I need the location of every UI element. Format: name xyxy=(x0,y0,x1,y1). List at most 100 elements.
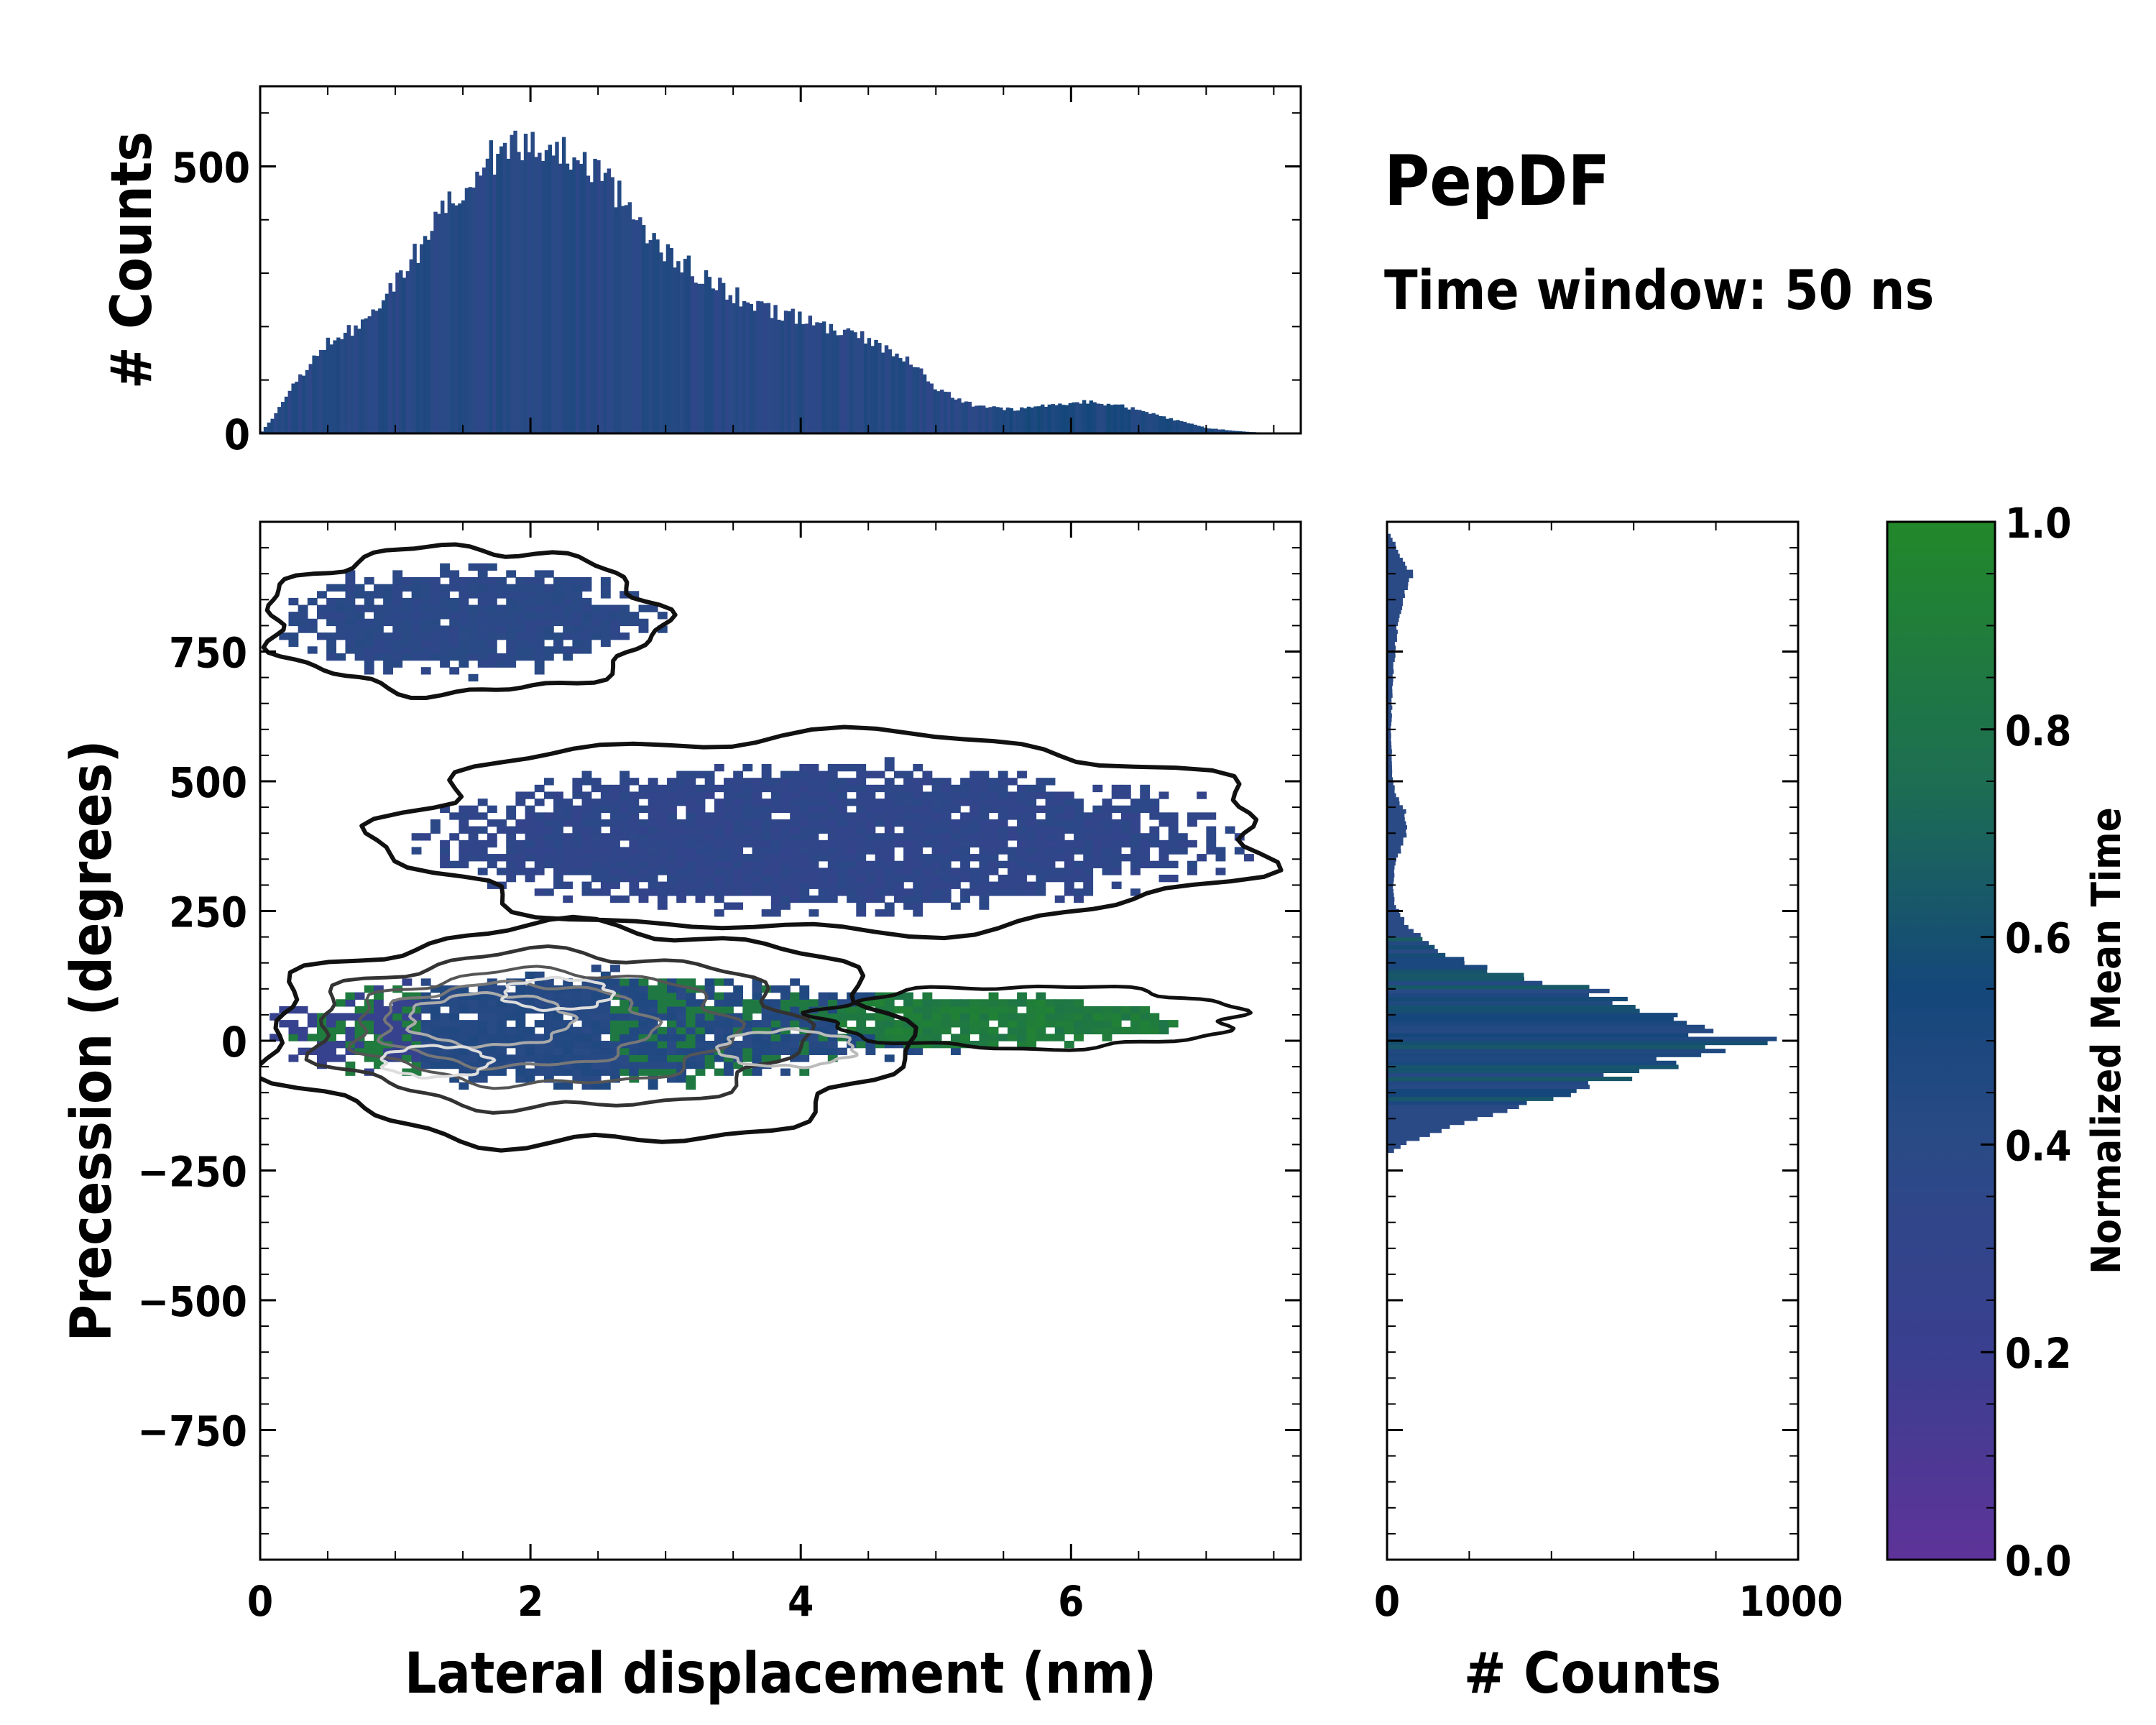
heatmap-cell xyxy=(1140,840,1151,848)
top-histogram-bar xyxy=(468,187,473,433)
heatmap-cell xyxy=(960,833,970,841)
top-histogram-bar xyxy=(409,259,413,433)
heatmap-cell xyxy=(1074,868,1084,875)
contour-lines xyxy=(260,542,1284,1153)
heatmap-cell xyxy=(733,791,744,799)
heatmap-cell xyxy=(591,625,602,633)
heatmap-cell xyxy=(534,1041,545,1049)
heatmap-cell xyxy=(440,860,450,869)
heatmap-cell xyxy=(373,632,384,640)
heatmap-cell xyxy=(1017,992,1027,1000)
heatmap-cell xyxy=(724,1026,734,1035)
top-histogram-bar xyxy=(662,261,667,433)
heatmap-cell xyxy=(676,888,687,896)
heatmap-cell xyxy=(600,1068,611,1076)
heatmap-cell xyxy=(563,1054,573,1062)
heatmap-cell xyxy=(430,612,441,620)
heatmap-cell xyxy=(553,847,563,855)
heatmap-cell xyxy=(1140,805,1151,814)
heatmap-cell xyxy=(1168,860,1179,869)
heatmap-cell xyxy=(695,812,706,820)
heatmap-cell xyxy=(629,1026,640,1035)
heatmap-cell xyxy=(856,763,867,772)
heatmap-cell xyxy=(790,840,801,848)
heatmap-cell xyxy=(392,577,403,585)
heatmap-cell xyxy=(950,1047,961,1055)
heatmap-cell xyxy=(988,1026,999,1035)
heatmap-cell xyxy=(761,784,772,793)
right-histogram-bar xyxy=(1387,1132,1430,1137)
heatmap-cell xyxy=(979,1041,990,1049)
heatmap-cell xyxy=(402,625,413,633)
heatmap-cell xyxy=(364,632,374,640)
heatmap-cell xyxy=(1026,847,1037,855)
right-histogram-bar xyxy=(1387,538,1393,543)
heatmap-cell xyxy=(383,653,393,661)
heatmap-cell xyxy=(913,868,923,875)
heatmap-cell xyxy=(610,840,620,848)
heatmap-cell xyxy=(459,618,469,627)
heatmap-cell xyxy=(1007,1026,1018,1035)
heatmap-cell xyxy=(610,1026,620,1035)
heatmap-cell xyxy=(922,833,933,841)
heatmap-cell xyxy=(667,888,677,896)
heatmap-cell xyxy=(913,1034,923,1041)
heatmap-cell xyxy=(770,902,781,910)
heatmap-cell xyxy=(487,1068,497,1076)
heatmap-cell xyxy=(686,860,696,869)
heatmap-cell xyxy=(799,826,810,834)
heatmap-cell xyxy=(610,1041,620,1049)
heatmap-cell xyxy=(553,826,563,834)
heatmap-cell xyxy=(581,618,592,627)
heatmap-cell xyxy=(837,805,847,814)
heatmap-cell xyxy=(411,999,422,1007)
heatmap-cell xyxy=(903,805,913,814)
heatmap-cell xyxy=(1083,868,1094,875)
heatmap-cell xyxy=(1168,812,1179,820)
top-histogram-bar xyxy=(530,132,535,433)
top-histogram-bar xyxy=(350,336,354,433)
heatmap-cell xyxy=(704,784,715,793)
heatmap-cell xyxy=(742,860,753,869)
heatmap-cell xyxy=(487,805,497,814)
heatmap-cell xyxy=(619,874,630,883)
heatmap-cell xyxy=(988,860,999,869)
heatmap-cell xyxy=(827,1026,838,1035)
top-histogram-bar xyxy=(420,244,424,433)
heatmap-cell xyxy=(563,604,573,612)
top-histogram-bar xyxy=(1238,431,1243,433)
heatmap-cell xyxy=(553,874,563,883)
contour-line xyxy=(500,975,617,1012)
heatmap-cell xyxy=(1083,881,1094,889)
heatmap-cell xyxy=(988,847,999,855)
top-histogram-bar xyxy=(319,349,323,433)
heatmap-cell xyxy=(1036,778,1046,786)
heatmap-cell xyxy=(761,999,772,1007)
heatmap-cell xyxy=(657,1026,668,1035)
heatmap-cell xyxy=(790,770,801,778)
heatmap-cell xyxy=(724,868,734,875)
heatmap-cell xyxy=(600,868,611,875)
right-histogram-bar xyxy=(1387,653,1396,658)
heatmap-cell xyxy=(525,612,535,620)
heatmap-cell xyxy=(969,812,980,820)
heatmap-cell xyxy=(941,888,952,896)
heatmap-cell xyxy=(893,784,904,793)
heatmap-cell xyxy=(648,799,658,806)
heatmap-cell xyxy=(581,604,592,612)
top-histogram-bar xyxy=(440,201,445,433)
heatmap-cell xyxy=(477,604,488,612)
heatmap-cell xyxy=(1045,826,1056,834)
heatmap-cell xyxy=(1111,854,1122,862)
heatmap-cell xyxy=(506,612,517,620)
heatmap-cell xyxy=(610,812,620,820)
heatmap-cell xyxy=(345,597,356,606)
heatmap-cell xyxy=(913,819,923,827)
heatmap-cell xyxy=(1168,847,1179,855)
heatmap-cell xyxy=(591,784,602,793)
heatmap-cell xyxy=(931,799,942,806)
heatmap-cell xyxy=(1017,847,1027,855)
heatmap-cell xyxy=(648,860,658,869)
heatmap-cell xyxy=(875,860,885,869)
heatmap-cell xyxy=(534,812,545,820)
